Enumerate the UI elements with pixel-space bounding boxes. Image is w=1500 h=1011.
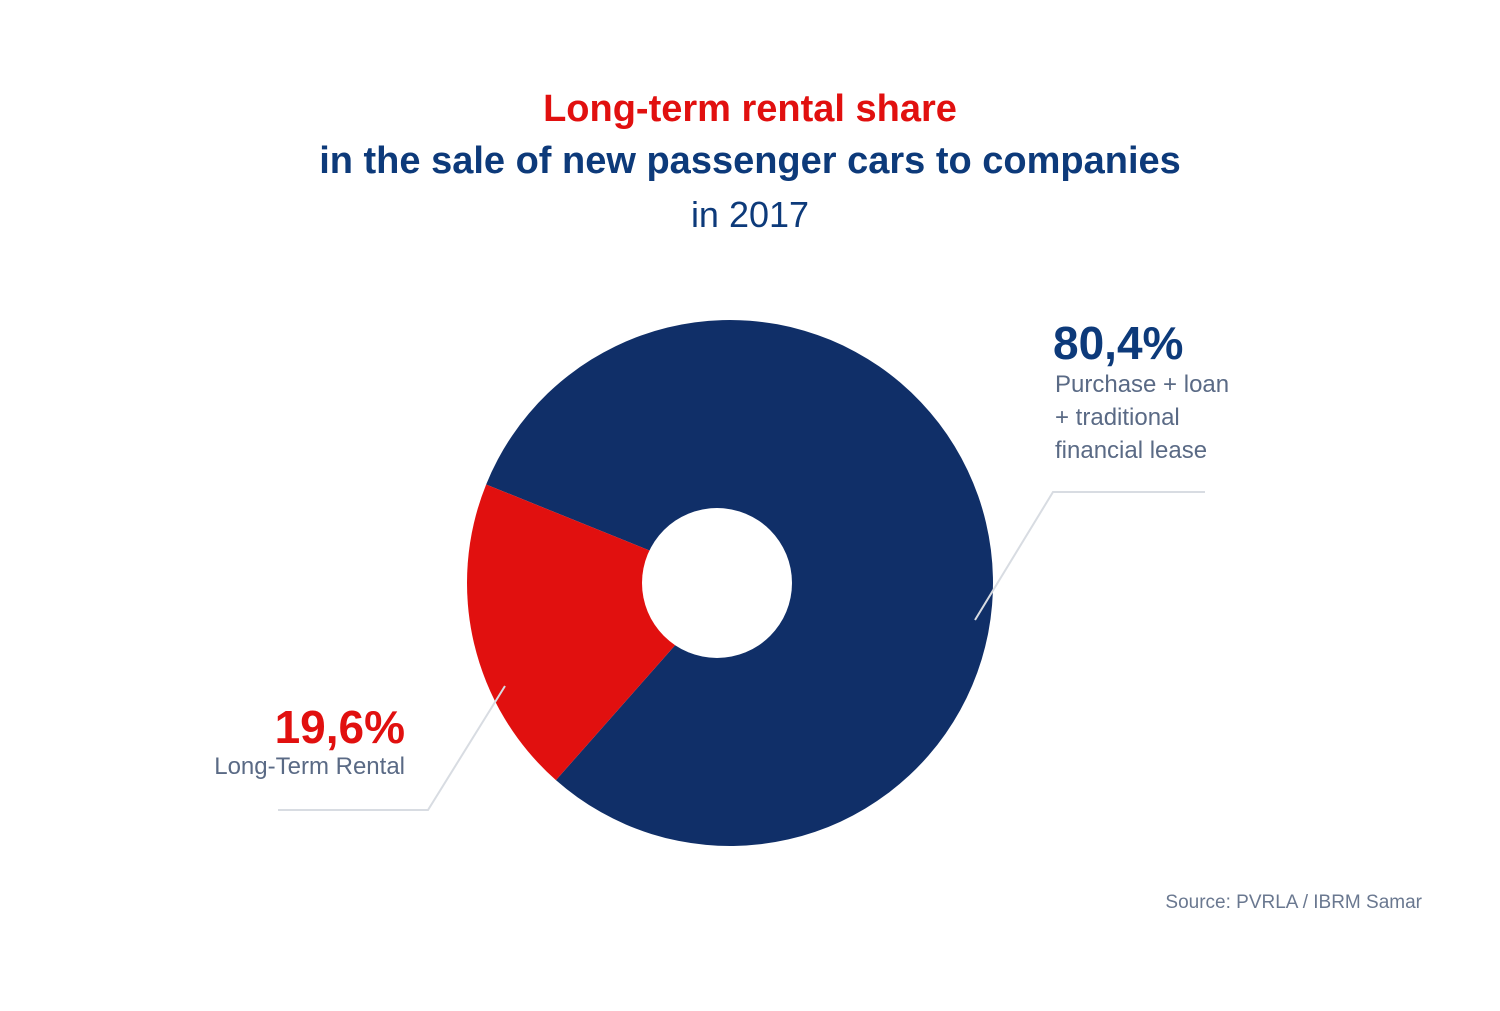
chart-subtitle: in 2017 [690,194,810,235]
chart-title-line: in the sale of new passenger cars to com… [319,140,1181,182]
leader-line [974,491,1205,621]
value-label: 80,4% [1053,317,1184,369]
value-label: 19,6% [274,701,405,753]
chart-title: Long-term rental share [543,88,957,130]
category-label: Purchase + loan + traditional financial … [1055,371,1230,464]
category-label: Long-Term Rental [214,753,405,780]
donut-hole [642,508,792,658]
source-note: Source: PVRLA / IBRM Samar [1165,892,1422,913]
leader-line [278,685,506,811]
